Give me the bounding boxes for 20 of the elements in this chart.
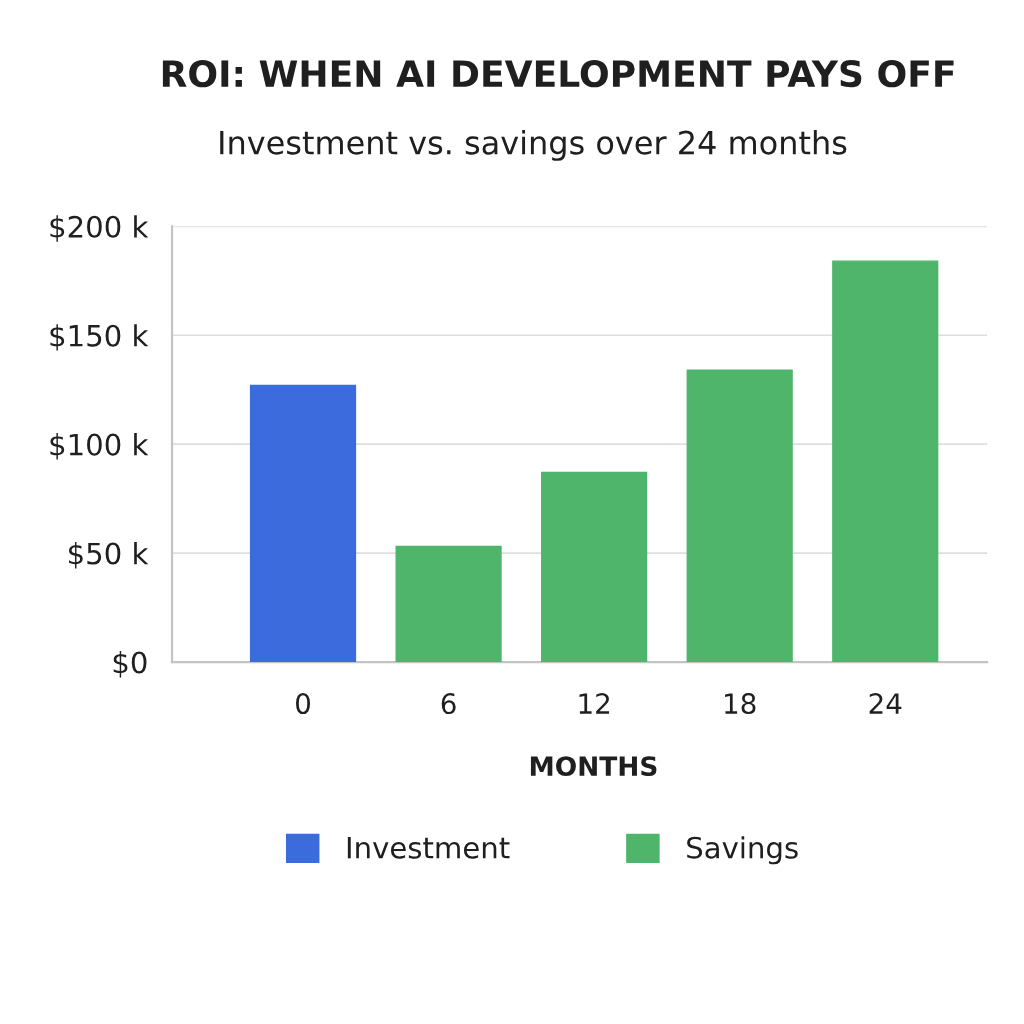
legend-label: Savings xyxy=(687,836,798,865)
x-axis-title: MONTHS xyxy=(530,756,657,777)
y-tick-label: $0 xyxy=(113,650,147,678)
chart-subtitle: Investment vs. savings over 24 months xyxy=(220,129,847,161)
y-tick-label: $150 k xyxy=(50,324,149,351)
bar xyxy=(395,545,502,663)
bar xyxy=(249,384,357,663)
y-tick-label: $50 k xyxy=(69,542,149,569)
x-tick-label: 24 xyxy=(869,693,902,714)
x-tick-label: 6 xyxy=(441,693,456,715)
x-tick-label: 12 xyxy=(579,693,610,714)
bar xyxy=(541,471,648,663)
y-tick-label: $100 k xyxy=(50,433,149,460)
x-tick-label: 18 xyxy=(725,693,756,715)
bar xyxy=(832,260,939,663)
y-tick-label: $200 k xyxy=(50,215,149,242)
x-tick-label: 0 xyxy=(296,693,311,715)
legend-label: Investment xyxy=(347,837,510,859)
bar xyxy=(686,369,793,663)
chart-title: ROI: WHEN AI DEVELOPMENT PAYS OFF xyxy=(162,59,954,88)
